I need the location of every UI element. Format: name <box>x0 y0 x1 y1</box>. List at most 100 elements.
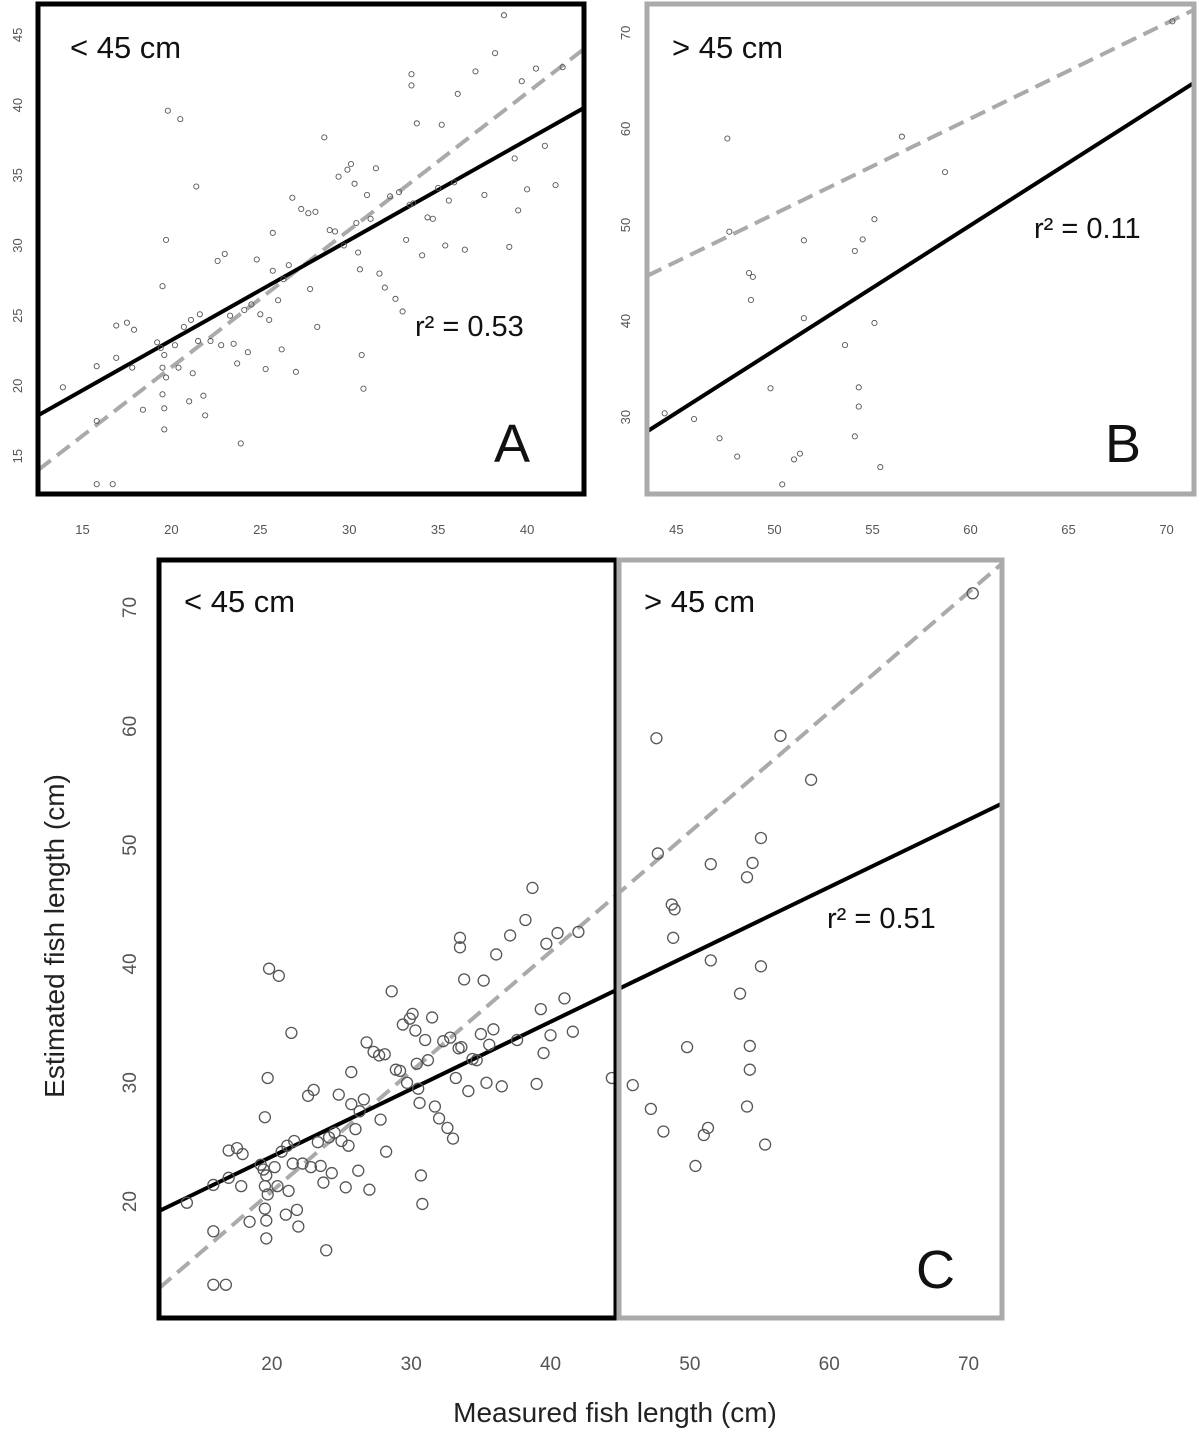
panel-c-data-point <box>328 1126 341 1139</box>
panel-c-data-point <box>349 1122 362 1136</box>
panel-a-data-point <box>395 189 403 196</box>
panel-a-data-point <box>139 406 146 413</box>
panel-b-y-tick-label: 50 <box>618 218 633 232</box>
panel-c-data-point <box>258 1202 272 1215</box>
panel-b-data-point <box>871 216 878 223</box>
panel-c-data-point <box>258 1111 272 1124</box>
panel-a-data-point <box>367 215 374 222</box>
panel-a-data-point <box>552 182 559 189</box>
panel-b-x-tick-label: 55 <box>865 522 879 537</box>
panel-a-data-point <box>200 392 207 399</box>
panel-b-y-tick-label: 60 <box>618 122 633 136</box>
panel-c-data-point <box>540 937 553 950</box>
panel-c-data-point <box>490 948 503 961</box>
panel-a-data-point <box>253 256 260 263</box>
panel-b-x-tick-label: 45 <box>669 522 683 537</box>
panel-c-left-region-label: < 45 cm <box>184 584 295 619</box>
panel-a-data-point <box>269 267 276 274</box>
panel-c-data-point <box>519 913 532 927</box>
panel-c-data-point <box>487 1023 500 1036</box>
panel-c-data-point <box>733 987 747 1000</box>
panel-a-data-point <box>356 266 363 273</box>
panel-c-data-point <box>243 1215 256 1228</box>
panel-a-data-point <box>381 284 388 291</box>
panel-a-data-point <box>492 50 499 57</box>
panel-c-data-point <box>453 941 467 954</box>
panel-c-data-point <box>966 587 979 600</box>
panel-c: 20 30 40 50 60 70 20 30 40 50 60 70 < 45 cm > 45 cm… <box>39 557 1005 1428</box>
panel-a-data-point <box>202 412 209 419</box>
panel-b-ticks: 45 50 55 60 65 70 30 40 50 60 70 <box>618 26 1174 537</box>
panel-c-data-point <box>410 1057 423 1070</box>
panel-b-data-point <box>1169 18 1176 25</box>
panel-c-data-point <box>558 992 571 1005</box>
panel-a-data-point <box>408 82 415 89</box>
panel-c-data-point <box>296 1157 309 1170</box>
panel-c-data-point <box>667 931 680 944</box>
panel-c-x-tick-label: 20 <box>261 1354 282 1375</box>
panel-a-data-point <box>305 210 312 217</box>
panel-a-data-point <box>157 344 164 352</box>
panel-a-data-point <box>321 134 328 141</box>
panel-c-data-point <box>480 1076 493 1089</box>
panel-b-x-tick-label: 60 <box>963 522 977 537</box>
panel-a-data-point <box>387 193 394 200</box>
panel-b-x-tick-label: 50 <box>767 522 781 537</box>
panel-c-data-point <box>222 1144 235 1157</box>
panel-a-data-point <box>257 311 264 318</box>
panel-a-data-point <box>314 323 321 330</box>
panel-b-data-point <box>800 315 807 322</box>
panel-c-data-point <box>219 1278 233 1291</box>
panel-b: 45 50 55 60 65 70 30 40 50 60 70 > 45 cm r² = 0.11… <box>618 1 1197 537</box>
panel-a-data-point <box>248 301 255 308</box>
panel-a-data-point <box>241 307 248 314</box>
panel-c-data-point <box>409 1024 422 1037</box>
panel-b-data-point <box>898 133 905 140</box>
panel-a-data-point <box>429 215 436 222</box>
panel-a-data-point <box>451 179 458 186</box>
panel-c-data-point <box>396 1018 409 1031</box>
panel-a-data-point <box>376 270 383 277</box>
panel-c-data-point <box>804 773 818 786</box>
panel-a-data-point <box>93 417 100 425</box>
panel-c-data-point <box>286 1157 299 1170</box>
panel-a-data-point <box>193 183 200 190</box>
panel-a-data-point <box>410 200 417 207</box>
panel-c-y-tick-label: 60 <box>120 716 141 737</box>
panel-a-data-point <box>196 311 203 318</box>
panel-b-data-point <box>779 481 786 488</box>
panel-c-data-point <box>357 1093 370 1106</box>
panel-a-data-point <box>340 242 347 249</box>
panel-c-regression-line <box>159 801 1002 1213</box>
panel-c-x-tick-label: 70 <box>958 1354 979 1375</box>
panel-a-data-point <box>189 370 196 377</box>
panel-c-data-point <box>262 962 276 975</box>
panel-a-data-point <box>511 155 518 162</box>
panel-a-data-point <box>442 242 449 249</box>
panel-a-data-point <box>353 219 360 227</box>
panel-a-data-point <box>113 354 120 361</box>
panel-c-data-point <box>279 1208 292 1221</box>
panel-c-data-point <box>268 1160 281 1174</box>
panel-b-data-point <box>661 410 668 417</box>
panel-b-r-squared: r² = 0.11 <box>1034 213 1141 245</box>
panel-b-x-tick-label: 65 <box>1061 522 1075 537</box>
panel-c-data-point <box>339 1181 352 1194</box>
panel-a-data-point <box>221 250 228 257</box>
panel-c-data-point <box>421 1054 435 1067</box>
panel-a-data-point <box>408 71 415 78</box>
panel-b-frame <box>644 1 1197 497</box>
panel-b-region-label: > 45 cm <box>672 30 783 65</box>
panel-c-right-region-label: > 45 cm <box>644 584 755 619</box>
panel-b-data-point <box>747 296 754 303</box>
panel-c-data-point <box>260 1214 273 1227</box>
panel-c-letter: C <box>916 1240 955 1300</box>
panel-a-data-point <box>406 201 413 208</box>
panel-c-data-point <box>393 1064 407 1078</box>
y-axis-label: Estimated fish length (cm) <box>39 774 70 1098</box>
panel-a-data-point <box>524 186 531 193</box>
panel-c-data-point <box>449 1071 462 1085</box>
panel-c-data-point <box>697 1128 710 1142</box>
panel-c-data-point <box>441 1121 454 1135</box>
panel-a-data-point <box>298 205 305 213</box>
